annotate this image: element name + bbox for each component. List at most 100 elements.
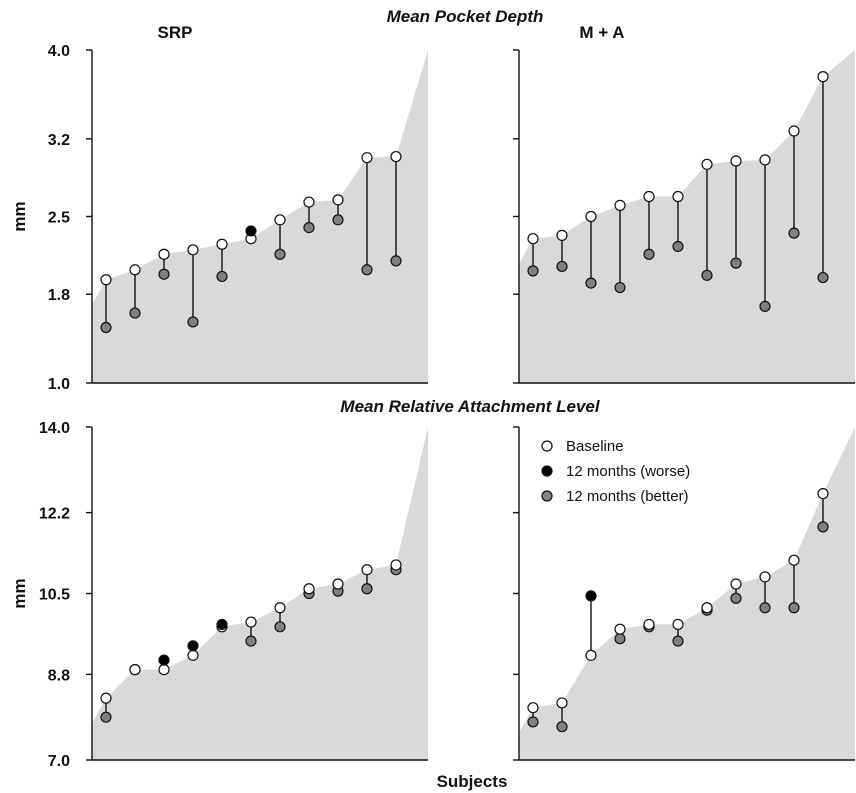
y-tick-label: 1.0	[48, 376, 70, 393]
baseline-point	[817, 71, 829, 83]
followup-point-better	[100, 711, 112, 723]
legend-label-baseline: Baseline	[566, 438, 624, 455]
baseline-point	[788, 554, 800, 566]
baseline-point	[759, 571, 771, 583]
y-tick-label: 7.0	[48, 753, 70, 770]
followup-point-better	[759, 300, 771, 313]
followup-point-better	[129, 307, 141, 319]
panel-title: M + A	[579, 23, 624, 42]
y-tick-label: 10.5	[39, 587, 70, 604]
baseline-point	[730, 578, 742, 590]
followup-point-better	[614, 633, 626, 645]
legend: Baseline 12 months (worse) 12 months (be…	[541, 438, 690, 505]
followup-point-better	[817, 271, 829, 284]
baseline-point	[643, 618, 655, 631]
y-axis-label: mm	[10, 201, 29, 231]
followup-point-better	[361, 583, 373, 595]
followup-point-better	[527, 716, 539, 728]
baseline-point	[100, 692, 112, 704]
baseline-point	[788, 125, 800, 137]
baseline-point	[274, 214, 286, 226]
baseline-point	[303, 196, 315, 208]
panel-ma-attachment-level	[513, 426, 855, 761]
followup-point-better	[274, 621, 286, 633]
baseline-point	[556, 697, 568, 709]
baseline-point	[556, 229, 568, 241]
baseline-point	[643, 190, 655, 203]
baseline-point	[187, 244, 199, 256]
baseline-point	[158, 664, 170, 676]
baseline-point	[672, 190, 684, 203]
baseline-point	[158, 248, 170, 260]
baseline-point	[332, 578, 344, 590]
legend-marker-worse	[541, 465, 553, 477]
followup-point-better	[672, 635, 684, 647]
legend-label-better: 12 months (better)	[566, 488, 689, 505]
baseline-point	[129, 664, 141, 676]
baseline-point	[187, 649, 199, 661]
baseline-point	[245, 616, 257, 628]
followup-point-better	[643, 248, 655, 260]
baseline-point	[759, 154, 771, 166]
followup-point-better	[701, 269, 713, 281]
baseline-point	[129, 264, 141, 276]
baseline-point	[701, 158, 713, 170]
baseline-point	[614, 199, 626, 211]
panel-ma-pocket-depth: M + A	[513, 23, 855, 384]
legend-marker-better	[541, 490, 553, 502]
followup-point-better	[187, 316, 199, 328]
y-tick-label: 8.8	[48, 667, 70, 684]
followup-point-better	[216, 270, 228, 283]
followup-point-better	[759, 602, 771, 614]
baseline-point	[701, 602, 713, 614]
y-tick-label: 14.0	[39, 420, 70, 437]
followup-point-better	[585, 277, 597, 289]
followup-point-better	[527, 265, 539, 277]
followup-point-worse	[245, 225, 257, 237]
followup-point-better	[614, 281, 626, 294]
baseline-point	[332, 194, 344, 206]
followup-point-better	[788, 602, 800, 614]
baseline-point	[216, 238, 228, 250]
baseline-point	[527, 233, 539, 245]
area-under-baseline	[92, 50, 428, 383]
baseline-point	[730, 155, 742, 167]
followup-point-better	[730, 257, 742, 269]
followup-point-better	[158, 268, 170, 280]
followup-point-worse	[187, 640, 199, 652]
panel-srp-pocket-depth: 1.0 1.8 2.5 3.2 4.0 SRP mm	[10, 23, 428, 393]
followup-point-better	[788, 227, 800, 239]
baseline-point	[303, 583, 315, 595]
y-tick-label: 12.2	[39, 506, 70, 523]
followup-point-better	[245, 635, 257, 647]
baseline-point	[672, 618, 684, 631]
baseline-point	[390, 150, 402, 163]
followup-point-better	[730, 592, 742, 604]
baseline-point	[361, 152, 373, 164]
area-under-baseline	[519, 427, 855, 760]
baseline-point	[585, 649, 597, 661]
followup-point-better	[100, 321, 112, 334]
legend-marker-baseline	[541, 440, 553, 452]
followup-point-better	[556, 721, 568, 733]
y-axis-label: mm	[10, 578, 29, 608]
baseline-point	[100, 274, 112, 286]
y-tick-label: 3.2	[48, 132, 70, 149]
followup-point-better	[817, 521, 829, 533]
panel-title: SRP	[158, 23, 193, 42]
panel-srp-attachment-level: 7.0 8.8 10.5 12.2 14.0 mm	[10, 420, 428, 770]
y-tick-label: 2.5	[48, 210, 70, 227]
followup-point-better	[556, 260, 568, 273]
x-axis-label: Subjects	[437, 772, 508, 791]
area-under-baseline	[519, 50, 855, 383]
followup-point-better	[303, 222, 315, 234]
followup-point-worse	[585, 590, 597, 602]
followup-point-worse	[158, 654, 170, 666]
followup-point-better	[390, 255, 402, 267]
baseline-point	[817, 488, 829, 500]
figure-middle-title: Mean Relative Attachment Level	[340, 397, 600, 416]
baseline-point	[390, 559, 402, 571]
followup-point-better	[274, 248, 286, 260]
followup-point-better	[361, 264, 373, 276]
